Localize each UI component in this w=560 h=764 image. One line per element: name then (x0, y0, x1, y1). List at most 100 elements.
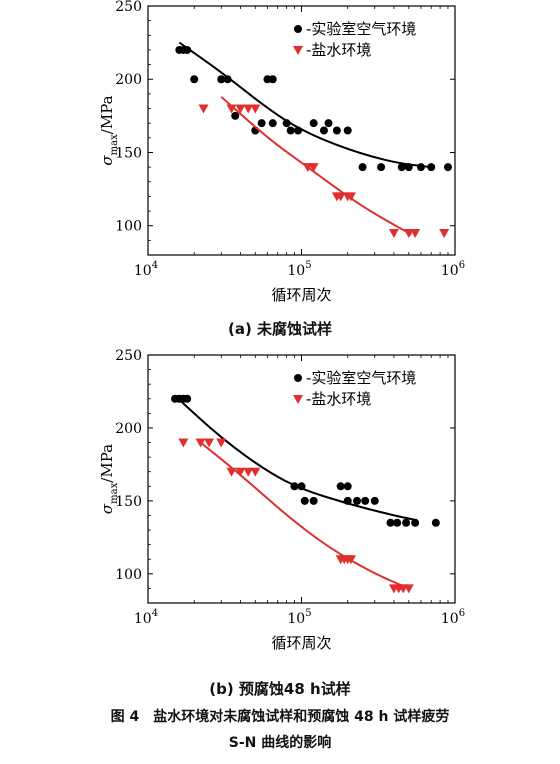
data-point-air (286, 126, 295, 135)
legend-marker-air (294, 25, 302, 33)
x-tick-base: 10 (134, 611, 152, 627)
y-tick-label: 150 (115, 145, 142, 161)
x-tick-base: 10 (441, 263, 459, 279)
y-axis-title-symbol: σ (98, 503, 116, 514)
data-point-salt (439, 229, 450, 239)
data-point-air (427, 163, 436, 172)
data-point-air (282, 119, 291, 128)
data-point-air (290, 482, 299, 491)
data-point-salt (226, 467, 237, 477)
figure-caption-line1: 图 4 盐水环境对未腐蚀试样和预腐蚀 48 h 试样疲劳 (110, 709, 450, 725)
x-tick-exponent: 4 (152, 260, 158, 271)
x-tick-label: 104 (134, 608, 158, 627)
x-tick-label: 104 (134, 260, 158, 279)
legend-marker-salt (293, 46, 303, 55)
data-point-salt (345, 192, 356, 202)
plot-frame (147, 354, 456, 604)
data-point-salt (198, 104, 209, 114)
y-axis-title: σmax/MPa (98, 444, 120, 514)
data-point-air (377, 163, 386, 172)
y-axis-title: σmax/MPa (98, 95, 120, 165)
data-point-salt (178, 438, 189, 448)
caption-b: (b) 预腐蚀48 h试样 (209, 680, 351, 698)
x-tick-base: 10 (287, 263, 305, 279)
x-tick-exponent: 6 (459, 608, 465, 619)
data-point-air (431, 518, 440, 527)
data-point-salt (235, 467, 246, 477)
y-tick-label: 200 (115, 421, 142, 437)
data-point-air (402, 518, 411, 527)
data-point-air (397, 163, 406, 172)
legend-label-air: -实验室空气环境 (306, 20, 416, 38)
data-point-air (297, 482, 306, 491)
y-axis-title-symbol: σ (98, 155, 116, 166)
y-tick-label: 100 (115, 567, 142, 583)
data-point-salt (403, 584, 414, 594)
x-tick-label: 105 (287, 608, 311, 627)
x-tick-base: 10 (287, 611, 305, 627)
data-point-salt (335, 192, 346, 202)
x-tick-exponent: 5 (305, 260, 311, 271)
data-point-air (358, 163, 367, 172)
x-tick-base: 10 (134, 263, 152, 279)
data-point-air (336, 482, 345, 491)
data-point-salt (243, 467, 254, 477)
x-tick-label: 105 (287, 260, 311, 279)
data-point-air (343, 126, 352, 135)
data-point-air (343, 496, 352, 505)
data-point-air (223, 75, 232, 84)
data-point-air (309, 496, 318, 505)
data-point-air (370, 496, 379, 505)
data-point-salt (195, 438, 206, 448)
x-axis-title: 循环周次 (271, 286, 331, 304)
legend-label-salt: -盐水环境 (306, 41, 371, 59)
data-point-salt (250, 467, 261, 477)
legend-label-salt: -盐水环境 (306, 390, 371, 408)
data-point-salt (235, 104, 246, 114)
data-point-air (443, 163, 452, 172)
data-point-air (183, 394, 192, 403)
fit-curve-air (178, 41, 432, 169)
data-point-air (353, 496, 362, 505)
data-point-air (416, 163, 425, 172)
data-point-air (343, 482, 352, 491)
y-tick-label: 100 (115, 219, 142, 235)
y-tick-label: 200 (115, 72, 142, 88)
y-tick-label: 250 (115, 0, 142, 15)
legend-marker-salt (293, 395, 303, 404)
data-point-air (268, 75, 277, 84)
x-tick-base: 10 (441, 611, 459, 627)
legend-label-air: -实验室空气环境 (306, 369, 416, 387)
caption-a: (a) 未腐蚀试样 (227, 320, 333, 338)
data-point-air (319, 126, 328, 135)
data-point-air (294, 126, 303, 135)
data-point-air (386, 518, 395, 527)
fit-curve-air (174, 395, 416, 521)
data-point-salt (308, 163, 319, 173)
data-point-air (190, 75, 199, 84)
x-tick-label: 106 (441, 260, 465, 279)
data-point-air (257, 119, 266, 128)
data-point-air (324, 119, 333, 128)
data-point-salt (388, 229, 399, 239)
x-tick-exponent: 4 (152, 608, 158, 619)
data-point-salt (204, 438, 215, 448)
data-point-salt (345, 555, 356, 565)
data-point-salt (410, 229, 421, 239)
legend-marker-air (294, 374, 302, 382)
data-point-air (268, 119, 277, 128)
data-point-salt (226, 104, 237, 114)
x-tick-label: 106 (441, 608, 465, 627)
data-point-air (404, 163, 413, 172)
fit-curve-salt (199, 441, 410, 590)
data-point-air (411, 518, 420, 527)
y-axis-title-unit: /MPa (98, 95, 116, 134)
data-point-air (332, 126, 341, 135)
data-point-air (309, 119, 318, 128)
data-point-air (300, 496, 309, 505)
data-point-air (393, 518, 402, 527)
y-tick-label: 250 (115, 348, 142, 364)
